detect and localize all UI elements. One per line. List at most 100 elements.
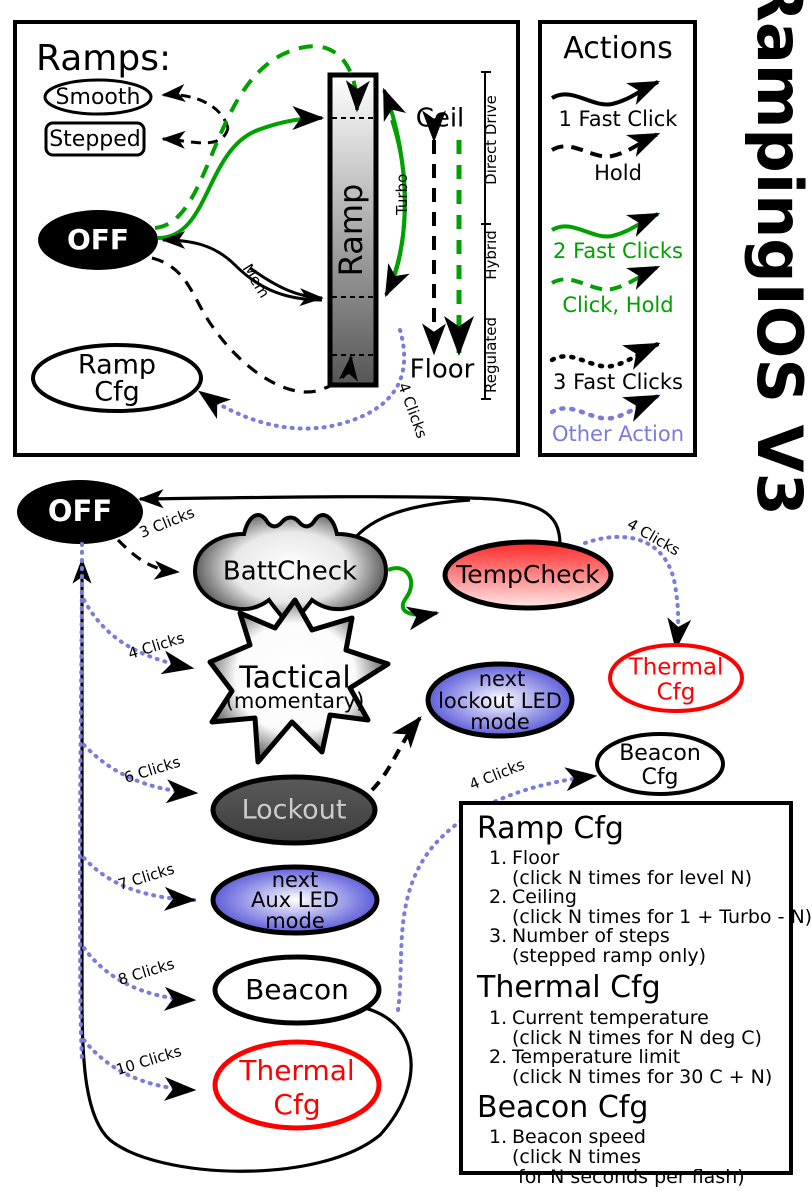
node-off-main-label: OFF bbox=[48, 494, 112, 528]
node-stepped-label: Stepped bbox=[49, 127, 141, 152]
cfg-item-0-0-sub: (click N times for level N) bbox=[512, 867, 752, 889]
edge-lockout-to-led-mode bbox=[370, 716, 422, 792]
edge-10clicks-thermal bbox=[82, 1038, 197, 1101]
edge-turbo-down bbox=[384, 119, 410, 298]
edge-to-stepped bbox=[161, 127, 230, 149]
legend-label-4: 3 Fast Clicks bbox=[553, 370, 683, 394]
node-tempcheck-label: TempCheck bbox=[455, 560, 600, 589]
node-ramp-cfg[interactable]: Ramp Cfg bbox=[31, 343, 203, 413]
node-aux-led-mode[interactable]: next Aux LED mode bbox=[210, 864, 380, 936]
cfg-item-1-1-sub: (click N times for 30 C + N) bbox=[512, 1066, 772, 1088]
ramps-box-heading: Ramps: bbox=[36, 38, 171, 79]
node-thermal-cfg-bottom[interactable]: Thermal Cfg bbox=[212, 1039, 382, 1131]
node-beacon-cfg[interactable]: Beacon Cfg bbox=[595, 732, 725, 796]
edge-4clicks-beacon-cfg bbox=[396, 767, 598, 1012]
label-floor: Floor bbox=[410, 355, 475, 385]
actions-box-heading: Actions bbox=[563, 31, 673, 66]
node-lockout-label: Lockout bbox=[242, 795, 347, 826]
cfg-item-0-0-num: 1. bbox=[489, 847, 507, 869]
edge-label-turbo: Turbo bbox=[393, 174, 411, 216]
node-beacon-cfg-l1: Beacon bbox=[619, 741, 701, 766]
node-off-ramps[interactable]: OFF bbox=[38, 210, 158, 270]
legend-label-0: 1 Fast Click bbox=[559, 107, 679, 131]
edge-top-return-off bbox=[138, 489, 562, 546]
cfg-heading-2: Beacon Cfg bbox=[477, 1090, 648, 1125]
node-tactical-l2: (momentary) bbox=[226, 689, 365, 713]
label-ceil: Ceil bbox=[416, 104, 465, 134]
node-aux-led-l2: Aux LED bbox=[251, 888, 339, 912]
legend-item-1-fast-click: 1 Fast Click bbox=[550, 80, 679, 131]
edge-off-to-ramp-mem bbox=[249, 266, 324, 307]
node-smooth[interactable]: Smooth bbox=[43, 78, 153, 116]
edge-mem-to-off bbox=[161, 231, 323, 302]
cfg-item-0-1-num: 2. bbox=[489, 886, 507, 908]
edge-label-10clicks: 10 Clicks bbox=[114, 1042, 184, 1079]
node-ramp-cfg-label2: Cfg bbox=[94, 377, 140, 408]
node-off-main[interactable]: OFF bbox=[17, 480, 143, 544]
cfg-item-0-0-text: Floor bbox=[512, 847, 559, 869]
node-aux-led-l3: mode bbox=[265, 909, 325, 933]
cfg-item-2-0-num: 1. bbox=[489, 1126, 507, 1148]
ramp-bar: Ramp bbox=[327, 72, 379, 388]
edge-off-blue-trunk bbox=[77, 542, 84, 1062]
node-tactical[interactable]: Tactical (momentary) bbox=[207, 597, 391, 765]
legend-label-3: Click, Hold bbox=[562, 293, 673, 317]
edge-off-to-ramp-hold bbox=[154, 44, 370, 230]
mode-scale: Direct Drive Hybrid Regulated bbox=[481, 71, 500, 400]
node-beacon-label: Beacon bbox=[245, 973, 349, 1006]
legend-label-1: Hold bbox=[594, 161, 642, 185]
legend-label-5: Other Action bbox=[552, 422, 684, 446]
cfg-item-0-2-text: Number of steps bbox=[512, 925, 670, 947]
legend-item-2-fast-clicks: 2 Fast Clicks bbox=[550, 212, 683, 263]
edge-4clicks-rampcfg bbox=[198, 328, 407, 431]
node-tactical-l1: Tactical bbox=[238, 661, 351, 696]
cfg-item-0-1-text: Ceiling bbox=[512, 886, 577, 908]
edge-label-6clicks: 6 Clicks bbox=[122, 753, 183, 787]
node-beacon[interactable]: Beacon bbox=[212, 954, 382, 1026]
node-off-ramps-label: OFF bbox=[67, 223, 129, 256]
node-lockout-led-l3: mode bbox=[470, 710, 530, 734]
node-lockout-led-l2: lockout LED bbox=[438, 689, 562, 713]
cfg-item-2-0-sub: (click N times bbox=[512, 1146, 641, 1168]
node-stepped[interactable]: Stepped bbox=[44, 121, 146, 157]
cfg-item-1-0-text: Current temperature bbox=[512, 1007, 709, 1029]
cfg-legend-box: Ramp Cfg 1. Floor (click N times for lev… bbox=[459, 801, 812, 1188]
node-lockout-led-mode[interactable]: next lockout LED mode bbox=[425, 661, 575, 739]
legend-item-3-fast-clicks: 3 Fast Clicks bbox=[549, 341, 683, 394]
node-aux-led-l1: next bbox=[272, 868, 319, 892]
edge-3clicks-battcheck bbox=[116, 538, 180, 580]
cfg-item-1-0-num: 1. bbox=[489, 1007, 507, 1029]
node-thermal-cfg-bot-l1: Thermal bbox=[238, 1054, 354, 1087]
node-lockout-led-l1: next bbox=[479, 667, 526, 691]
cfg-item-1-0-sub: (click N times for N deg C) bbox=[512, 1027, 762, 1049]
node-thermal-cfg-bot-l2: Cfg bbox=[273, 1088, 320, 1121]
cfg-heading-0: Ramp Cfg bbox=[477, 811, 624, 846]
ceil-floor-axis: Ceil Floor bbox=[410, 104, 475, 385]
edge-4clicks-thermal-top bbox=[583, 534, 692, 651]
legend-item-hold: Hold bbox=[550, 132, 661, 185]
label-hybrid: Hybrid bbox=[482, 230, 500, 280]
edge-8clicks-beacon bbox=[82, 946, 197, 1011]
node-smooth-label: Smooth bbox=[56, 85, 141, 110]
node-tempcheck[interactable]: TempCheck bbox=[442, 539, 614, 611]
edge-off-to-ramp-2clicks bbox=[157, 106, 325, 240]
node-thermal-cfg-top-l2: Cfg bbox=[657, 680, 696, 706]
node-lockout[interactable]: Lockout bbox=[210, 774, 378, 846]
node-thermal-cfg-top[interactable]: Thermal Cfg bbox=[608, 643, 744, 713]
edge-label-8clicks: 8 Clicks bbox=[116, 955, 177, 989]
edge-6clicks-lockout bbox=[82, 743, 199, 804]
ramp-bar-label: Ramp bbox=[332, 184, 370, 277]
legend-item-click-hold: Click, Hold bbox=[550, 265, 674, 317]
node-battcheck[interactable]: BattCheck bbox=[192, 513, 389, 637]
node-beacon-cfg-l2: Cfg bbox=[641, 765, 678, 790]
actions-box: Actions 1 Fast Click Hold 2 Fast Clicks … bbox=[538, 20, 697, 457]
label-direct-drive: Direct Drive bbox=[482, 95, 500, 185]
cfg-item-0-2-sub: (stepped ramp only) bbox=[512, 945, 706, 967]
cfg-item-2-0-sub2: for N seconds per flash) bbox=[518, 1166, 745, 1188]
cfg-item-0-2-num: 3. bbox=[489, 925, 507, 947]
label-regulated: Regulated bbox=[482, 317, 500, 393]
edge-battcheck-tempcheck bbox=[387, 566, 440, 631]
ramps-box: Ramps: Smooth Stepped OFF Ramp Cfg bbox=[13, 20, 520, 457]
edge-label-7clicks: 7 Clicks bbox=[116, 860, 177, 894]
